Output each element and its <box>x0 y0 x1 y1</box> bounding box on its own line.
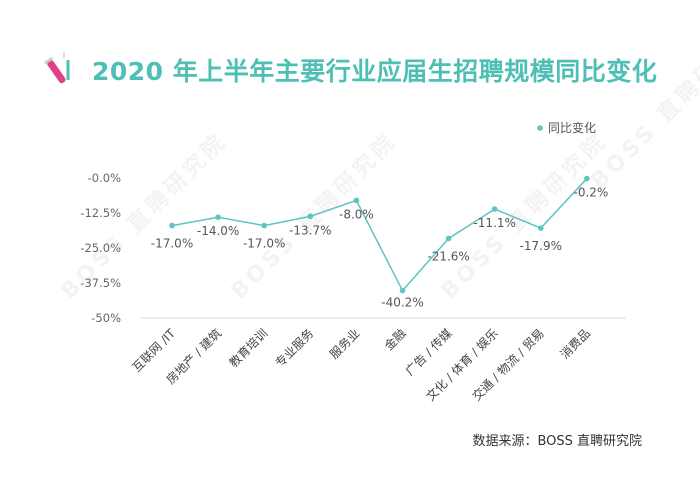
data-label: -14.0% <box>197 224 239 238</box>
data-point <box>399 287 406 294</box>
watermark-text: BOSS 直聘研究院 <box>586 18 700 195</box>
data-point <box>353 197 360 204</box>
legend-label: 同比变化 <box>548 120 596 135</box>
data-label: -21.6% <box>427 249 469 263</box>
y-tick-label: -25.0% <box>80 241 121 255</box>
data-point <box>538 225 544 231</box>
y-tick-label: -12.5% <box>80 206 121 220</box>
y-tick-label: -37.5% <box>80 276 121 290</box>
data-label: -13.7% <box>289 223 331 237</box>
x-category-label: 互联网 /IT <box>130 326 179 375</box>
watermark-text: BOSS 直聘研究院 <box>436 128 613 305</box>
data-label: -8.0% <box>339 207 374 221</box>
x-category-label: 服务业 <box>326 326 362 362</box>
data-label: -17.0% <box>151 237 193 251</box>
test-tube-icon <box>44 52 70 84</box>
chart-title: 2020 年上半年主要行业应届生招聘规模同比变化 <box>92 57 658 86</box>
data-point <box>261 222 268 229</box>
x-category-label: 专业服务 <box>272 326 317 371</box>
data-point <box>584 175 590 182</box>
data-point <box>491 206 498 212</box>
data-label: -0.2% <box>573 186 608 200</box>
data-label: -11.1% <box>473 216 515 230</box>
data-label: -40.2% <box>381 296 423 310</box>
data-label: -17.0% <box>243 237 285 251</box>
data-point <box>169 222 175 229</box>
x-category-label: 教育培训 <box>226 326 271 371</box>
x-category-label: 金融 <box>381 326 409 354</box>
x-category-label: 消费品 <box>558 326 593 361</box>
y-tick-label: -0.0% <box>88 171 121 185</box>
watermark-text: BOSS 直聘研究院 <box>226 128 403 305</box>
data-label: -17.9% <box>520 239 562 253</box>
data-point <box>307 213 314 220</box>
legend-marker <box>537 125 543 131</box>
series-line <box>171 178 588 292</box>
source-note: 数据来源：BOSS 直聘研究院 <box>472 434 642 449</box>
data-point <box>445 235 452 242</box>
data-point <box>215 214 221 220</box>
y-tick-label: -50% <box>91 311 121 325</box>
